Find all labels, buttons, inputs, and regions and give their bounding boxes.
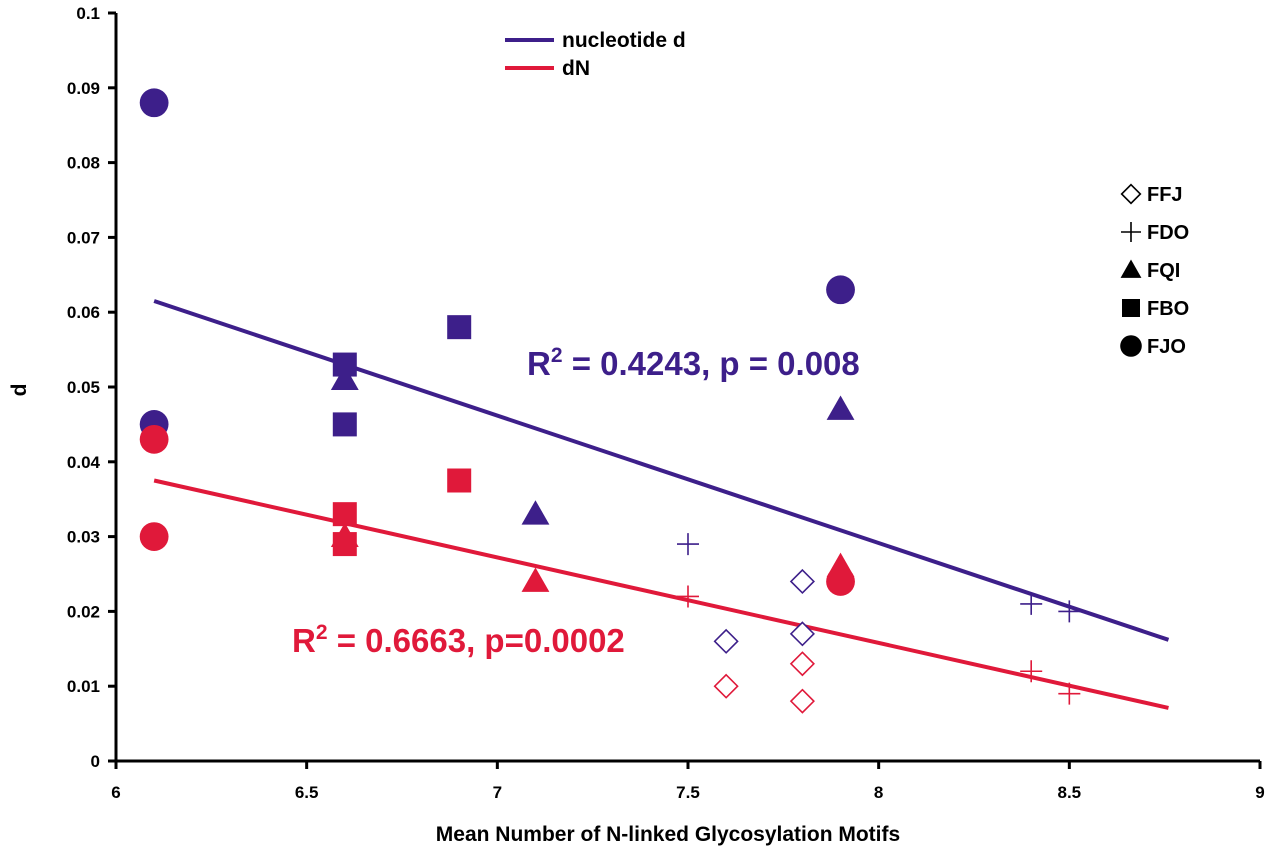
point-dN-fdo: [1020, 660, 1043, 683]
x-ticks: 6 6.5 7 7.5 8 8.5 9: [111, 761, 1265, 802]
point-nucleotide_d-ffj: [789, 568, 815, 595]
y-tick-label: 0.04: [67, 453, 101, 472]
point-nucleotide_d-ffj: [789, 621, 815, 647]
legend-label-nucleotide_d: nucleotide d: [562, 29, 686, 52]
y-tick-label: 0.01: [67, 677, 100, 696]
axes: [114, 13, 1260, 763]
y-tick-label: 0.08: [67, 154, 100, 173]
point-dN-fjo: [139, 522, 169, 551]
legend-marker-label: FJO: [1147, 336, 1186, 358]
point-nucleotide_d-fdo: [677, 533, 699, 556]
point-dN-fbo: [332, 502, 357, 527]
data-points: [139, 88, 1081, 714]
y-tick-label: 0.05: [67, 378, 100, 397]
point-nucleotide_d-fjo: [139, 88, 169, 118]
y-tick-label: 0.06: [67, 303, 100, 322]
point-nucleotide_d-fbo: [447, 315, 472, 340]
legend-marker-label: FFJ: [1147, 184, 1183, 206]
trendline-dN: [153, 478, 1169, 710]
point-nucleotide_d-fbo: [332, 412, 357, 437]
point-nucleotide_d-fdo: [1020, 592, 1043, 615]
point-dN-fqi: [330, 522, 359, 548]
y-tick-label: 0.03: [67, 528, 100, 547]
point-nucleotide_d-fqi: [826, 395, 855, 420]
point-dN-fdo: [1058, 682, 1081, 705]
x-tick-label: 7: [493, 783, 502, 802]
x-tick-label: 7.5: [676, 783, 700, 802]
point-nucleotide_d-fdo: [1058, 600, 1081, 623]
trendline-nucleotide_d: [153, 299, 1170, 642]
point-dN-ffj: [789, 688, 815, 714]
point-dN-ffj: [713, 673, 739, 699]
point-dN-fjo: [139, 424, 169, 454]
y-tick-label: 0: [91, 752, 100, 771]
point-dN-fqi: [521, 567, 550, 592]
x-tick-label: 9: [1255, 783, 1264, 802]
x-tick-label: 6: [111, 783, 120, 802]
point-dN-fbo: [447, 468, 472, 493]
legend-marker-fqi: [1120, 259, 1142, 278]
point-nucleotide_d-fqi: [521, 500, 550, 525]
line-legend: nucleotide d dN: [505, 29, 686, 80]
trendlines: [153, 299, 1170, 710]
marker-legend: FFJ FDO FQI FBO FJO: [1120, 183, 1189, 358]
point-dN-ffj: [789, 651, 815, 677]
legend-marker-fjo: [1120, 335, 1142, 357]
point-nucleotide_d-ffj: [713, 628, 739, 654]
x-axis-title: Mean Number of N-linked Glycosylation Mo…: [436, 823, 900, 846]
annotation-dN: R2 = 0.6663, p=0.0002: [292, 621, 625, 659]
y-tick-label: 0.09: [67, 79, 100, 98]
y-axis-title: d: [8, 384, 31, 397]
legend-marker-ffj: [1120, 183, 1142, 205]
y-ticks: 0 0.01 0.02 0.03 0.04 0.05 0.06 0.07 0.08 0.09 0.1: [67, 4, 116, 771]
y-tick-label: 0.02: [67, 602, 100, 621]
legend-marker-label: FDO: [1147, 222, 1189, 244]
legend-marker-label: FQI: [1147, 260, 1180, 282]
legend-marker-fbo: [1122, 299, 1140, 317]
legend-marker-label: FBO: [1147, 298, 1189, 320]
point-dN-fdo: [677, 585, 699, 608]
point-nucleotide_d-fjo: [826, 275, 855, 305]
x-tick-label: 6.5: [295, 783, 319, 802]
annotation-nucleotide-d: R2 = 0.4243, p = 0.008: [527, 344, 860, 382]
x-tick-label: 8: [874, 783, 883, 802]
point-nucleotide_d-fqi: [330, 365, 359, 390]
point-dN-fqi: [826, 552, 855, 577]
y-tick-label: 0.07: [67, 228, 100, 247]
legend-label-dN: dN: [562, 57, 590, 80]
x-tick-label: 8.5: [1058, 783, 1082, 802]
y-tick-label: 0.1: [76, 4, 100, 23]
legend-marker-fdo: [1121, 222, 1141, 242]
